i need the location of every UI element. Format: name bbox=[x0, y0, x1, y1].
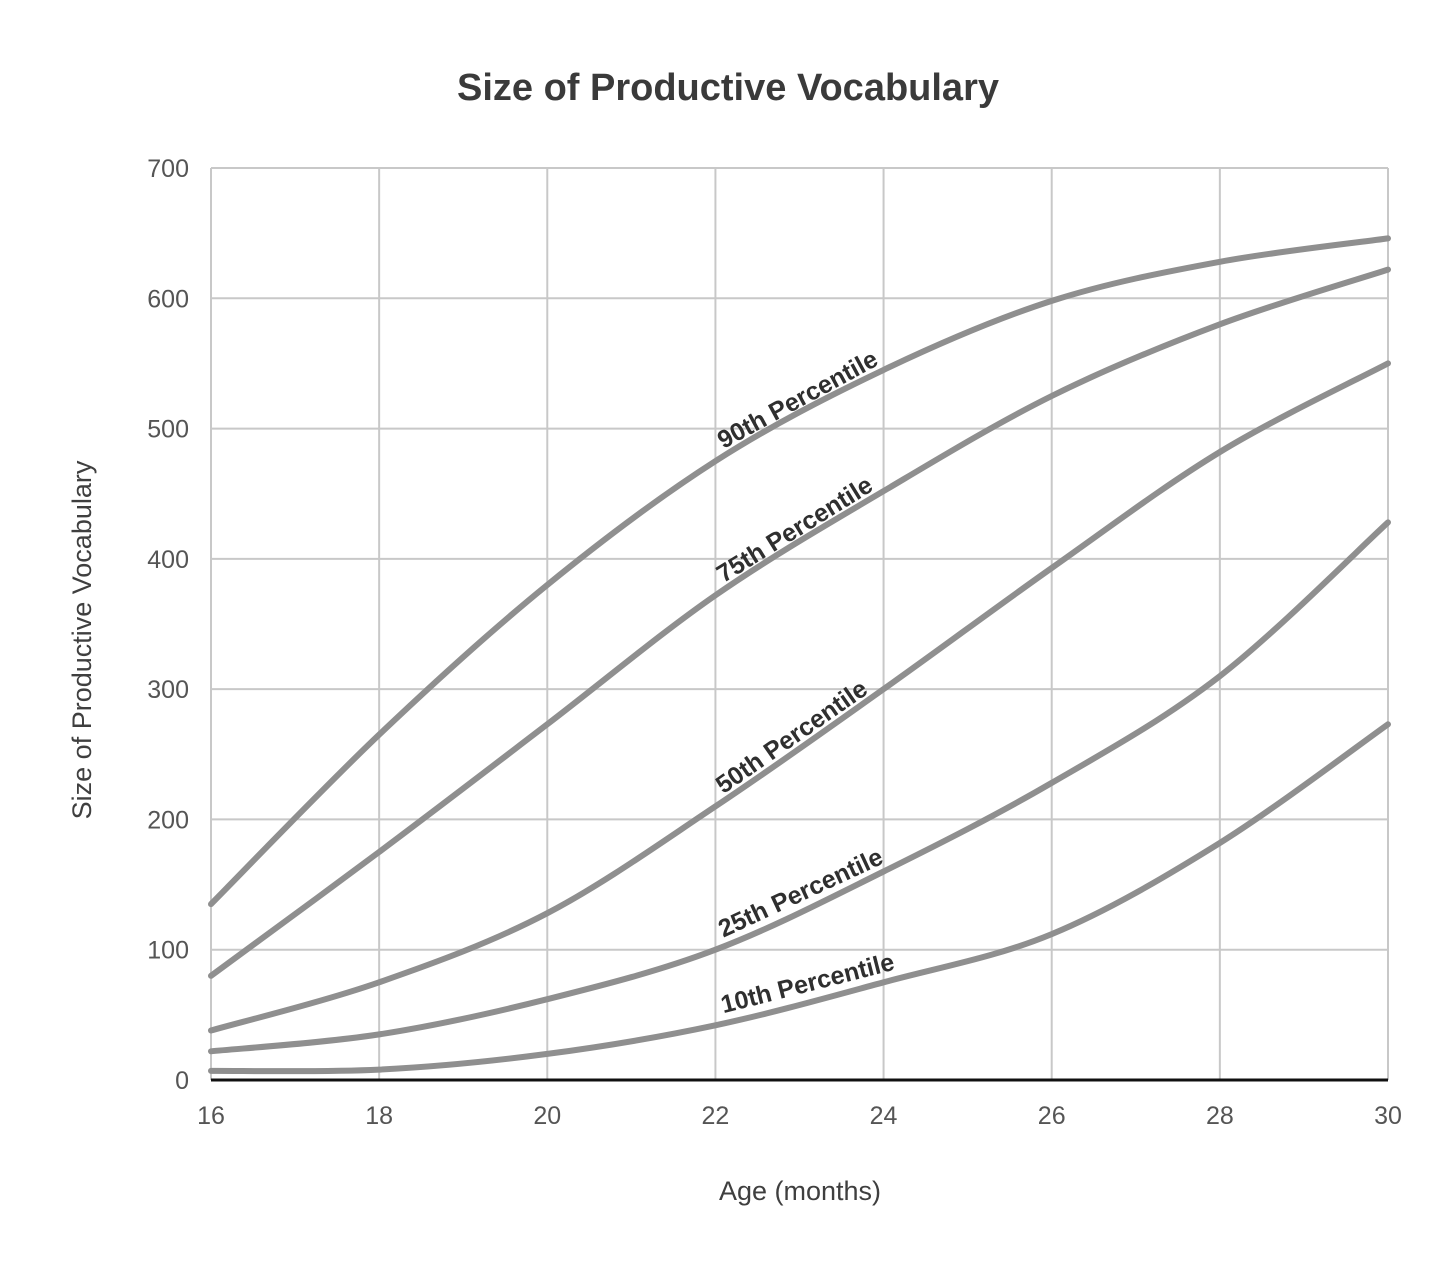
x-tick-label-20: 20 bbox=[533, 1102, 561, 1130]
series-label-75th-percentile: 75th Percentile bbox=[712, 471, 878, 589]
series-label-90th-percentile: 90th Percentile bbox=[713, 345, 883, 455]
x-axis-label: Age (months) bbox=[719, 1176, 881, 1206]
chart-title: Size of Productive Vocabulary bbox=[457, 67, 999, 109]
y-tick-label-200: 200 bbox=[147, 806, 189, 834]
x-tick-label-22: 22 bbox=[702, 1102, 730, 1130]
y-tick-label-400: 400 bbox=[147, 546, 189, 574]
y-tick-label-100: 100 bbox=[147, 937, 189, 965]
series-line-10th-percentile bbox=[208, 721, 1391, 1075]
series-line-25th-percentile bbox=[208, 519, 1391, 1055]
series-line-50th-percentile bbox=[208, 360, 1391, 1034]
series-label-50th-percentile: 50th Percentile bbox=[711, 675, 873, 800]
y-tick-label-0: 0 bbox=[175, 1067, 189, 1095]
y-axis-ticks: 0 100 200 300 400 500 600 700 bbox=[147, 155, 189, 1095]
y-tick-label-500: 500 bbox=[147, 416, 189, 444]
x-tick-label-18: 18 bbox=[365, 1102, 393, 1130]
x-tick-label-30: 30 bbox=[1374, 1102, 1402, 1130]
series-label-25th-percentile: 25th Percentile bbox=[714, 843, 887, 943]
y-tick-label-300: 300 bbox=[147, 676, 189, 704]
series-line-75th-percentile bbox=[208, 266, 1391, 979]
x-tick-label-16: 16 bbox=[197, 1102, 225, 1130]
series-labels: 90th Percentile 75th Percentile 50th Perce… bbox=[711, 345, 898, 1019]
x-axis-ticks: 16 18 20 22 24 26 28 30 bbox=[197, 1102, 1402, 1130]
x-tick-label-28: 28 bbox=[1206, 1102, 1234, 1130]
y-axis-label: Size of Productive Vocabulary bbox=[67, 460, 97, 819]
series-lines bbox=[208, 235, 1391, 1075]
y-tick-label-600: 600 bbox=[147, 285, 189, 313]
grid bbox=[210, 167, 1389, 1081]
y-tick-label-700: 700 bbox=[147, 155, 189, 183]
x-tick-label-26: 26 bbox=[1038, 1102, 1066, 1130]
series-line-90th-percentile bbox=[208, 235, 1391, 908]
x-tick-label-24: 24 bbox=[870, 1102, 898, 1130]
